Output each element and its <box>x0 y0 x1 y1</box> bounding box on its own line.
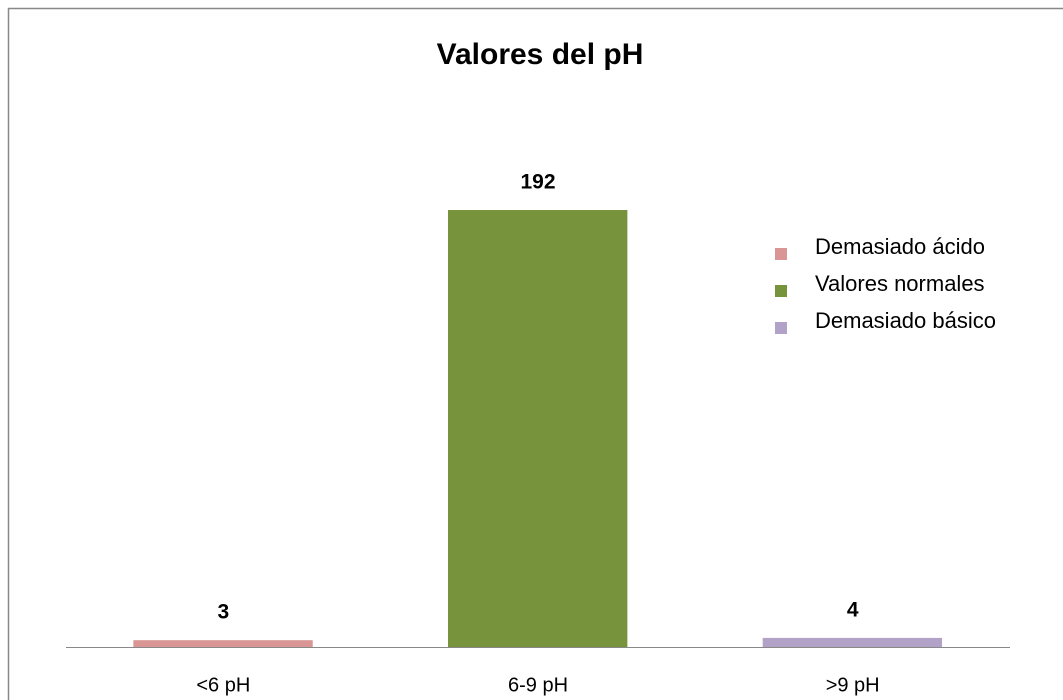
legend-label: Valores normales <box>815 271 985 296</box>
legend-swatch <box>775 248 787 260</box>
data-label: 4 <box>847 598 859 621</box>
data-label: 3 <box>217 601 229 624</box>
x-tick-label: <6 pH <box>196 674 250 696</box>
legend-swatch <box>775 322 787 334</box>
bar <box>448 210 628 647</box>
bar <box>762 637 943 647</box>
x-tick-label: 6-9 pH <box>508 674 568 696</box>
data-label: 192 <box>520 171 555 194</box>
x-tick-label: >9 pH <box>826 674 880 696</box>
chart-title: Valores del pH <box>437 38 644 71</box>
legend-label: Demasiado ácido <box>815 234 985 259</box>
legend-label: Demasiado básico <box>815 308 996 333</box>
bar <box>133 640 313 647</box>
legend-swatch <box>775 285 787 297</box>
